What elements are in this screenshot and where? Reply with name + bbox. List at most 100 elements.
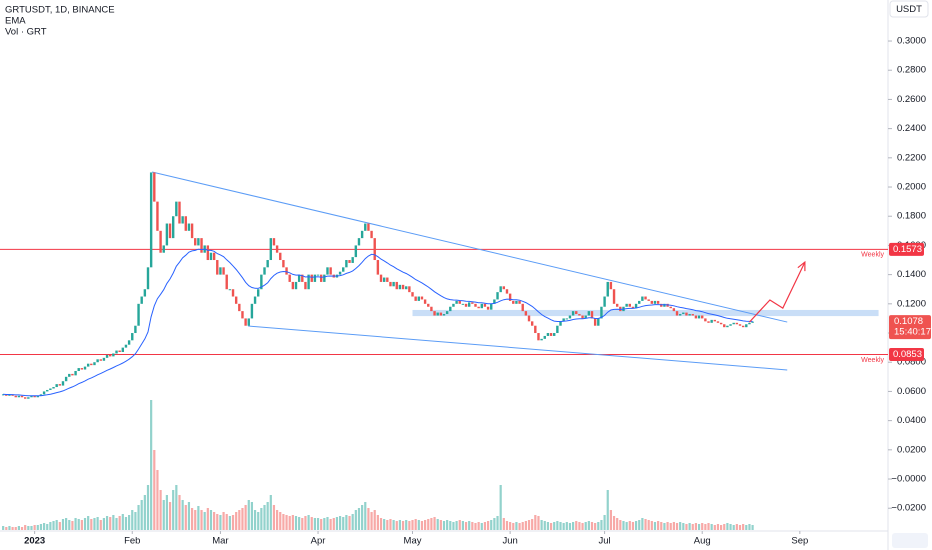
volume-bar — [58, 522, 61, 530]
volume-bar — [581, 523, 584, 530]
candle-body — [77, 368, 80, 371]
candle-body — [461, 303, 465, 305]
candle-body — [628, 303, 631, 307]
candle-body — [99, 359, 102, 361]
candle-body — [641, 296, 644, 301]
candle-body — [146, 267, 150, 290]
volume-bar — [194, 510, 197, 530]
countdown-label: 15:40:17 — [894, 327, 931, 338]
candle-body — [389, 281, 392, 287]
candle-body — [71, 373, 74, 376]
currency-box[interactable] — [889, 0, 929, 18]
volume-bar — [515, 522, 518, 530]
candle-body — [382, 277, 386, 282]
volume-bar — [361, 505, 364, 530]
candle-body — [663, 303, 666, 307]
level-badge — [889, 347, 924, 361]
volume-bar — [405, 520, 408, 530]
x-tick-label: Sep — [791, 536, 808, 547]
volume-bar — [39, 524, 43, 530]
volume-bar — [83, 518, 87, 530]
volume-bar — [411, 520, 414, 530]
candle-body — [275, 245, 279, 253]
volume-bar — [345, 515, 348, 530]
candle-body — [109, 354, 112, 357]
volume-bar — [660, 522, 663, 530]
candle-body — [593, 318, 597, 326]
candle-body — [46, 389, 49, 392]
candle-body — [83, 366, 87, 370]
y-tick-label: 0.0800 — [897, 357, 926, 368]
candle-body — [351, 257, 354, 263]
candle-body — [323, 274, 326, 282]
candle-body — [534, 325, 537, 334]
candle-body — [741, 325, 745, 328]
candle-body — [420, 296, 424, 300]
volume-bar — [172, 490, 175, 530]
volume-bar — [326, 517, 329, 530]
volume-bar — [675, 523, 679, 530]
volume-bar — [578, 522, 581, 530]
volume-bar — [55, 520, 58, 530]
candle-body — [738, 324, 742, 326]
candle-body — [36, 395, 39, 398]
volume-bar — [257, 512, 260, 530]
volume-bar — [408, 521, 411, 530]
candle-body — [52, 387, 55, 389]
candle-body — [590, 311, 594, 319]
volume-bar — [109, 517, 112, 530]
candle-body — [310, 274, 313, 282]
volume-bar — [559, 522, 562, 530]
volume-bar — [474, 523, 477, 530]
candle-body — [578, 314, 581, 316]
candle-body — [678, 314, 682, 316]
currency-label: USDT — [896, 4, 922, 15]
candle-body — [401, 284, 405, 290]
candle-body — [162, 245, 165, 253]
volume-bar — [14, 527, 17, 530]
volume-bar — [93, 518, 96, 530]
candle-body — [562, 318, 565, 322]
volume-bar — [468, 521, 471, 530]
volume-bar — [657, 521, 660, 530]
volume-bar — [461, 521, 464, 530]
candle-body — [316, 274, 320, 276]
volume-bar — [490, 520, 493, 530]
candle-body — [540, 338, 543, 341]
y-tick-label: 0.1400 — [897, 269, 926, 280]
y-tick-label: 0.0400 — [897, 415, 926, 426]
volume-bar — [745, 525, 748, 530]
y-tick-label: 0.3000 — [897, 36, 926, 47]
volume-bar — [213, 512, 216, 530]
candle-body — [187, 223, 191, 231]
candle-body — [414, 296, 417, 301]
volume-bar — [666, 522, 669, 530]
candle-body — [716, 321, 720, 323]
volume-bar — [716, 524, 720, 530]
volume-bar — [99, 520, 102, 530]
volume-bar — [669, 523, 672, 530]
volume-bar — [313, 518, 316, 530]
volume-bar — [96, 517, 99, 530]
volume-bar — [187, 502, 191, 530]
candle-body — [521, 303, 524, 312]
candle-body — [153, 172, 156, 202]
volume-bar — [250, 502, 254, 530]
candle-body — [675, 311, 679, 316]
volume-bar — [594, 523, 597, 530]
candle-body — [58, 384, 62, 386]
candle-body — [17, 395, 21, 398]
level-badge-label: 0.0853 — [893, 349, 922, 360]
volume-bar — [20, 527, 24, 530]
volume-bar — [71, 521, 74, 530]
candle-body — [304, 281, 307, 290]
volume-bar — [42, 523, 46, 530]
candle-body — [200, 238, 203, 253]
candle-body — [354, 245, 358, 258]
volume-bar — [282, 514, 285, 530]
volume-bar — [184, 505, 187, 530]
volume-bar — [392, 520, 395, 530]
volume-bar — [433, 517, 436, 530]
candle-body — [156, 201, 159, 231]
volume-bar — [732, 525, 735, 530]
